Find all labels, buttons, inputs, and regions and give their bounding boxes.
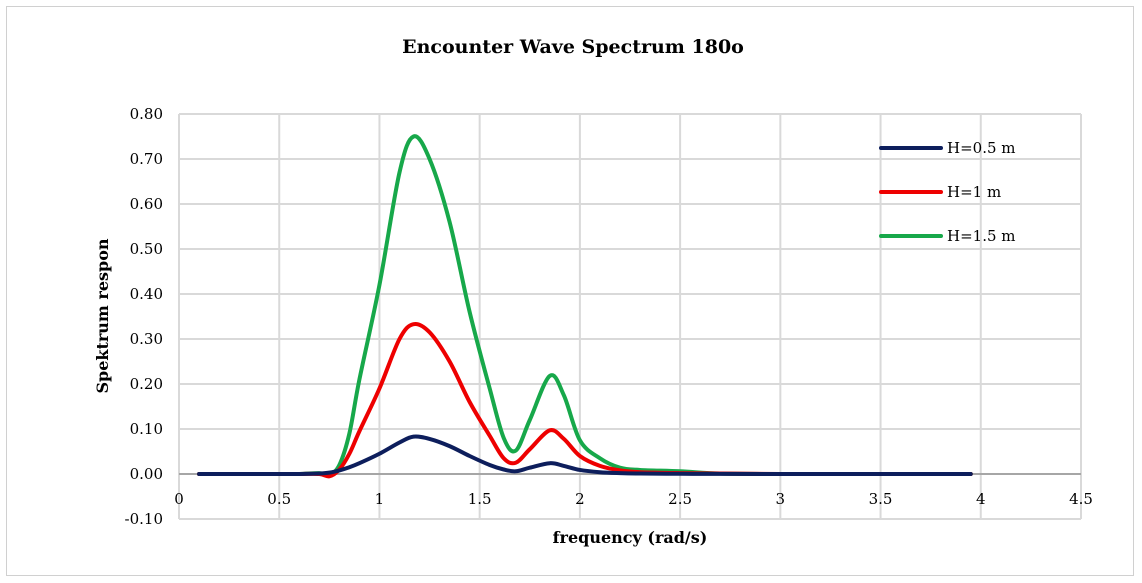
x-tick-label: 4 xyxy=(976,490,986,508)
chart-frame xyxy=(6,6,1134,576)
x-tick-label: 2.5 xyxy=(668,490,692,508)
y-axis-title: Spektrum respon xyxy=(93,238,112,393)
x-tick-label: 3.5 xyxy=(869,490,893,508)
y-tick-labels: -0.10 0.00 0.10 0.20 0.30 0.40 0.50 0.60 0.70 0.8… xyxy=(125,105,163,528)
y-tick-label: 0.20 xyxy=(130,375,163,393)
chart-title: Encounter Wave Spectrum 180o xyxy=(402,36,744,58)
x-tick-label: 2 xyxy=(575,490,585,508)
series-line-3 xyxy=(197,134,973,478)
x-tick-label: 0 xyxy=(174,490,184,508)
x-tick-label: 4.5 xyxy=(1069,490,1093,508)
x-tick-label: 1 xyxy=(375,490,385,508)
y-tick-label: 0.30 xyxy=(130,330,163,348)
y-tick-label: 0.70 xyxy=(130,150,163,168)
legend-label: H=0.5 m xyxy=(947,139,1016,157)
y-tick-label: 0.00 xyxy=(130,465,163,483)
y-tick-label: 0.10 xyxy=(130,420,163,438)
y-tick-label: 0.40 xyxy=(130,285,163,303)
legend-label: H=1.5 m xyxy=(947,227,1016,245)
x-tick-label: 1.5 xyxy=(468,490,492,508)
x-tick-labels: 0 0.5 1 1.5 2 2.5 3 3.5 4 4.5 xyxy=(174,490,1093,508)
x-axis-title: frequency (rad/s) xyxy=(553,528,708,547)
series-lines xyxy=(197,134,973,479)
x-tick-label: 0.5 xyxy=(267,490,291,508)
legend: H=0.5 m H=1 m H=1.5 m xyxy=(879,139,1016,245)
series-line-1 xyxy=(197,434,973,477)
y-tick-label: 0.60 xyxy=(130,195,163,213)
y-tick-label: 0.80 xyxy=(130,105,163,123)
x-tick-label: 3 xyxy=(776,490,786,508)
y-tick-label: 0.50 xyxy=(130,240,163,258)
legend-label: H=1 m xyxy=(947,183,1001,201)
series-line-2 xyxy=(197,321,973,479)
gridlines xyxy=(178,113,1082,520)
y-tick-label: -0.10 xyxy=(125,510,163,528)
